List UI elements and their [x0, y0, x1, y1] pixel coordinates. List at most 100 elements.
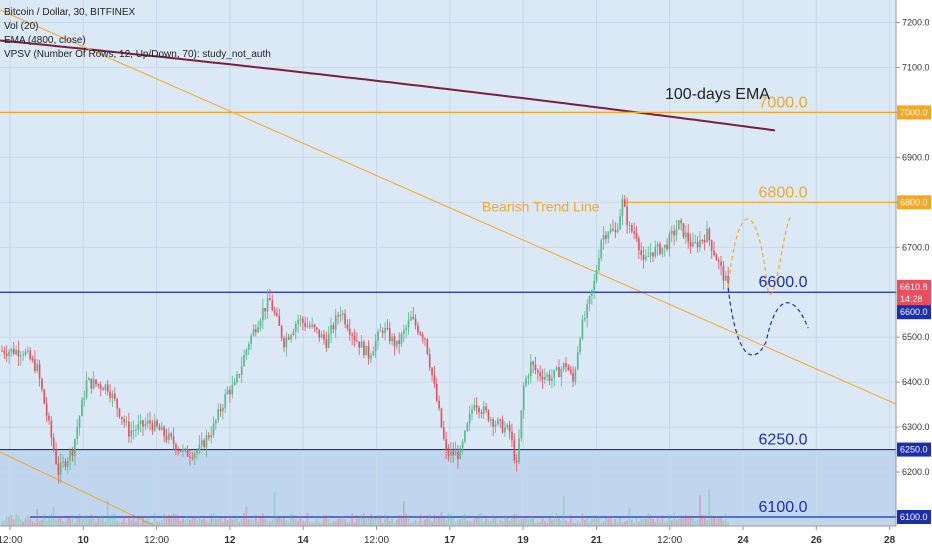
candle-body [95, 379, 97, 385]
volume-bar [588, 521, 591, 526]
volume-bar [285, 520, 288, 526]
candle-body [670, 230, 673, 234]
time-tick-label: 14 [298, 535, 310, 546]
volume-bar [569, 514, 572, 526]
candle-body [88, 378, 90, 381]
volume-bar [111, 513, 114, 526]
candle-body [682, 223, 685, 238]
volume-bar [88, 518, 90, 526]
candle-body [638, 238, 640, 251]
candle-body [297, 319, 299, 325]
candle-body [381, 330, 384, 333]
candle-body [142, 420, 144, 427]
candle-body [438, 400, 440, 409]
volume-bar [139, 522, 142, 526]
volume-bar [581, 513, 584, 526]
volume-bar [309, 521, 311, 526]
volume-bar [492, 514, 494, 526]
candle-body [71, 450, 74, 456]
time-tick-label: 12:00 [364, 535, 389, 546]
time-tick-label: 21 [591, 535, 603, 546]
candle-body [1, 350, 3, 352]
volume-bar [323, 514, 325, 526]
candle-body [210, 435, 212, 438]
volume-bar [226, 520, 229, 526]
candle-body [205, 435, 208, 448]
time-tick-label: 28 [884, 535, 896, 546]
volume-bar [245, 506, 248, 526]
candle-body [466, 423, 469, 431]
volume-bar [708, 488, 711, 526]
candle-body [245, 349, 248, 356]
candle-body [685, 232, 687, 238]
price-tick-label: 7200.0 [902, 17, 930, 27]
candle-body [99, 384, 102, 389]
candle-body [694, 241, 697, 243]
candle-body [384, 327, 386, 333]
candle-body [15, 349, 17, 355]
candle-body [351, 334, 353, 336]
candle-body [687, 232, 690, 242]
volume-bar [424, 519, 426, 526]
volume-bar [367, 517, 370, 526]
candle-body [29, 350, 32, 360]
candle-body [323, 334, 325, 340]
candle-body [252, 329, 255, 336]
time-tick-label: 12 [224, 535, 236, 546]
volume-bar [203, 516, 205, 526]
volume-bar [619, 517, 621, 526]
candle-body [520, 410, 523, 439]
candle-body [645, 256, 647, 260]
volume-bar [200, 519, 203, 526]
candle-body [445, 438, 447, 451]
volume-bar [703, 515, 706, 526]
candle-body [160, 426, 163, 431]
volume-bar [508, 521, 511, 526]
volume-bar [165, 516, 168, 526]
volume-bar [520, 519, 523, 526]
candle-body [713, 250, 715, 255]
volume-bar [560, 520, 563, 526]
candle-body [393, 336, 396, 347]
volume-bar [656, 515, 659, 526]
volume-bar [715, 516, 718, 526]
candle-body [38, 363, 41, 379]
candle-body [165, 435, 168, 440]
candle-body [238, 374, 241, 376]
candle-body [478, 407, 480, 413]
candle-body [558, 367, 560, 377]
volume-bar [48, 515, 50, 526]
candle-body [5, 353, 8, 356]
volume-bar [433, 514, 436, 526]
candle-body [363, 341, 365, 356]
candle-body [344, 313, 346, 325]
volume-bar [370, 514, 372, 526]
candle-body [139, 420, 142, 424]
candle-body [231, 384, 234, 395]
volume-bar [179, 520, 182, 526]
volume-bar [97, 516, 100, 526]
price-tick-label: 6400.0 [902, 377, 930, 387]
volume-bar [727, 522, 729, 526]
volume-bar [3, 520, 6, 526]
volume-bar [156, 521, 158, 526]
volume-bar [494, 516, 497, 526]
volume-bar [27, 514, 29, 526]
volume-bar [713, 517, 715, 526]
candle-body [546, 374, 549, 377]
candle-body [572, 372, 574, 382]
time-tick-label: 10 [78, 535, 90, 546]
volume-bar [459, 519, 462, 526]
candle-body [215, 420, 217, 424]
volume-bar [513, 513, 516, 526]
candle-body [273, 310, 276, 314]
candle-body [292, 331, 295, 335]
candle-body [508, 424, 511, 432]
volume-bar [283, 517, 285, 526]
volume-bar [280, 518, 283, 526]
volume-bar [76, 517, 79, 526]
volume-bar [83, 516, 86, 526]
volume-bar [360, 514, 363, 526]
candle-body [301, 318, 304, 323]
